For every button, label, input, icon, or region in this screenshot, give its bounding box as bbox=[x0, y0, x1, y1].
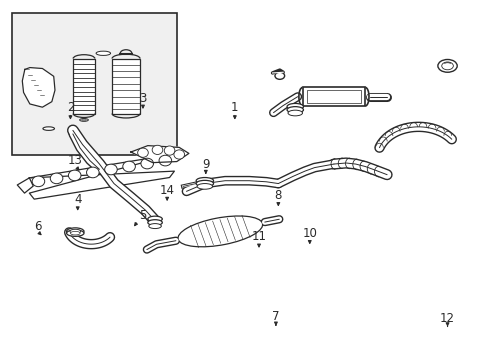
Bar bbox=[307, 90, 360, 103]
Text: 13: 13 bbox=[68, 154, 82, 167]
Ellipse shape bbox=[441, 62, 452, 70]
Ellipse shape bbox=[196, 180, 213, 187]
Text: 10: 10 bbox=[302, 227, 317, 240]
Ellipse shape bbox=[437, 59, 456, 72]
Text: 3: 3 bbox=[139, 92, 146, 105]
Ellipse shape bbox=[43, 127, 54, 130]
Ellipse shape bbox=[66, 230, 84, 237]
Ellipse shape bbox=[80, 118, 88, 121]
Text: 8: 8 bbox=[274, 189, 282, 202]
Ellipse shape bbox=[178, 216, 262, 247]
Ellipse shape bbox=[32, 176, 44, 187]
Bar bbox=[12, 13, 177, 155]
Bar bbox=[73, 59, 95, 113]
Text: 2: 2 bbox=[66, 101, 74, 114]
Ellipse shape bbox=[159, 155, 171, 166]
Ellipse shape bbox=[274, 72, 284, 79]
Text: 11: 11 bbox=[251, 230, 266, 243]
Ellipse shape bbox=[287, 110, 302, 116]
Ellipse shape bbox=[152, 145, 163, 154]
Ellipse shape bbox=[122, 161, 135, 172]
Text: 14: 14 bbox=[159, 184, 174, 197]
Ellipse shape bbox=[70, 229, 81, 234]
Ellipse shape bbox=[138, 148, 148, 157]
Bar bbox=[302, 87, 365, 106]
Text: 1: 1 bbox=[231, 101, 238, 114]
Text: 5: 5 bbox=[139, 209, 146, 222]
Text: 4: 4 bbox=[74, 193, 81, 206]
Ellipse shape bbox=[66, 228, 84, 235]
Ellipse shape bbox=[141, 158, 153, 169]
Ellipse shape bbox=[147, 216, 162, 222]
Text: 6: 6 bbox=[34, 220, 41, 233]
Polygon shape bbox=[22, 68, 55, 107]
Ellipse shape bbox=[68, 170, 81, 181]
Polygon shape bbox=[131, 145, 188, 163]
Text: 7: 7 bbox=[272, 310, 279, 323]
Ellipse shape bbox=[147, 220, 162, 225]
Ellipse shape bbox=[286, 107, 303, 113]
Ellipse shape bbox=[86, 167, 99, 178]
Polygon shape bbox=[29, 154, 174, 199]
Ellipse shape bbox=[174, 150, 184, 159]
Ellipse shape bbox=[104, 164, 117, 175]
Ellipse shape bbox=[81, 119, 86, 121]
Ellipse shape bbox=[286, 103, 303, 110]
Ellipse shape bbox=[148, 224, 161, 229]
Ellipse shape bbox=[50, 173, 63, 184]
Bar bbox=[112, 59, 140, 113]
Ellipse shape bbox=[164, 146, 175, 155]
Ellipse shape bbox=[197, 184, 212, 189]
Polygon shape bbox=[17, 178, 33, 193]
Ellipse shape bbox=[70, 231, 80, 235]
Text: 9: 9 bbox=[202, 158, 209, 171]
Text: 12: 12 bbox=[439, 312, 454, 325]
Ellipse shape bbox=[96, 51, 110, 55]
Ellipse shape bbox=[196, 177, 213, 184]
